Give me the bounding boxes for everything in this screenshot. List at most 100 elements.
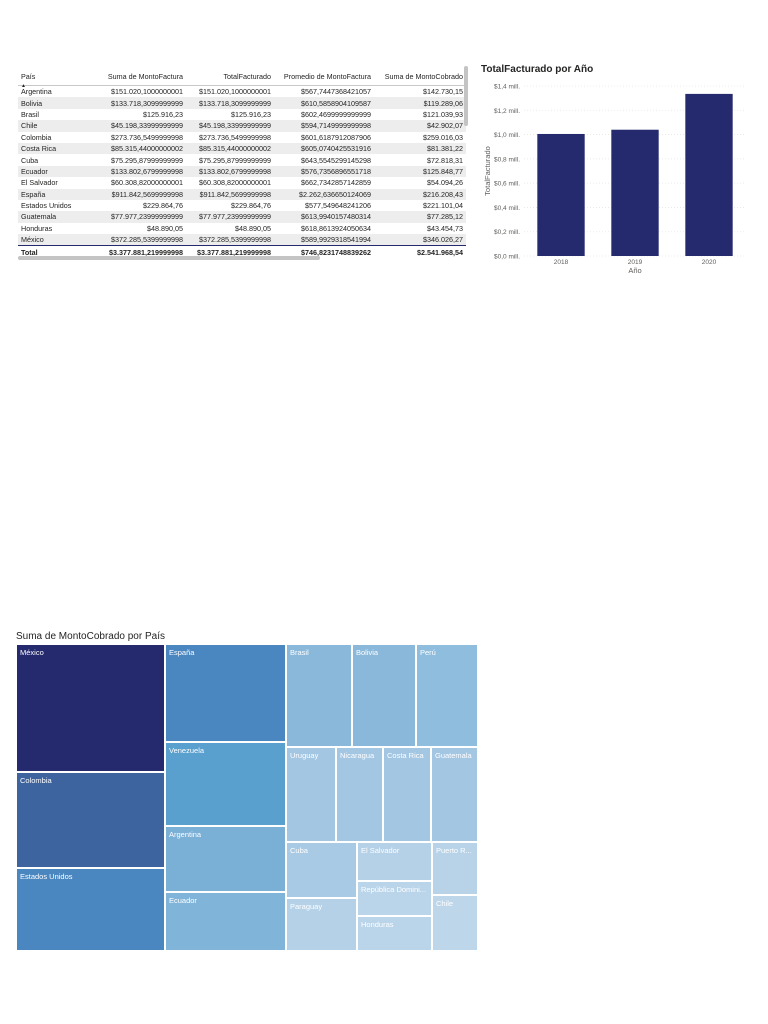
treemap-cell[interactable]: Ecuador (165, 892, 286, 951)
row-value-cell: $125.916,23 (143, 109, 183, 119)
sort-up-icon[interactable]: ▲ (21, 83, 26, 89)
column-header-suma-montocobrado[interactable]: Suma de MontoCobrado (384, 71, 463, 81)
table-row[interactable]: Estados Unidos $229.864,76 $229.864,76 $577… (18, 200, 466, 211)
row-value-cell: $60.308,82000000001 (111, 178, 183, 188)
table-row[interactable]: Chile $45.198,33999999999 $45.198,33999999… (18, 120, 466, 132)
column-header-suma-montofactura[interactable]: Suma de MontoFactura (107, 71, 183, 81)
treemap-cell[interactable]: Puerto R... (432, 842, 478, 895)
total-cell: $3.377.881,219999998 (96, 245, 186, 259)
treemap-title: Suma de MontoCobrado por País (16, 631, 165, 642)
table-row[interactable]: Costa Rica $85.315,44000000002 $85.315,440… (18, 142, 466, 155)
treemap-cell[interactable]: Guatemala (431, 747, 478, 842)
table-row[interactable]: Guatemala $77.977,23999999999 $77.977,2399… (18, 211, 466, 223)
treemap-cell[interactable]: Estados Unidos (16, 868, 165, 951)
row-value-cell: $133.718,3099999999 (96, 97, 186, 109)
row-country-cell: México (18, 234, 96, 246)
row-value-cell: $229.864,76 (231, 201, 271, 211)
treemap-cell[interactable]: Paraguay (286, 898, 357, 951)
table-row[interactable]: Honduras $48.890,05 $48.890,05 $618,8613924… (18, 223, 466, 234)
treemap-cell[interactable]: España (165, 644, 286, 742)
row-value-cell: $221.101,04 (423, 201, 463, 211)
row-value-cell: $911.842,5699999998 (186, 188, 274, 200)
row-value-cell: $75.295,87999999999 (111, 155, 183, 165)
row-value-cell: $259.016,03 (423, 132, 463, 142)
row-value-cell: $589,9929318541994 (274, 234, 374, 246)
column-header-totalfacturado[interactable]: TotalFacturado (223, 71, 271, 81)
total-cell: $746,8231748839262 (274, 245, 374, 259)
row-value-cell: $346.026,27 (374, 234, 466, 246)
row-value-cell: $133.718,3099999999 (186, 97, 274, 109)
row-country-cell: Argentina (21, 87, 52, 97)
row-country-cell: Costa Rica (18, 142, 96, 155)
treemap-cell[interactable]: El Salvador (357, 842, 432, 881)
row-value-cell: $577,549648241206 (305, 201, 371, 211)
treemap-cell[interactable]: Costa Rica (383, 747, 431, 842)
treemap-cell[interactable]: Perú (416, 644, 478, 747)
y-tick-label: $1,2 mill. (494, 108, 520, 115)
row-value-cell: $85.315,44000000002 (96, 142, 186, 155)
table-row[interactable]: Bolivia $133.718,3099999999 $133.718,30999… (18, 97, 466, 109)
column-header-pais[interactable]: País (21, 71, 36, 81)
treemap-cell[interactable]: Bolivia (352, 644, 416, 747)
row-value-cell: $662,7342857142859 (301, 178, 371, 188)
x-tick-label: 2020 (702, 259, 717, 266)
treemap-cell[interactable]: Venezuela (165, 742, 286, 826)
row-country-cell: El Salvador (21, 178, 58, 188)
treemap-cell[interactable]: Uruguay (286, 747, 336, 842)
row-country-cell: Colombia (21, 132, 52, 142)
treemap-cell[interactable]: Brasil (286, 644, 352, 747)
row-value-cell: $911.842,5699999998 (96, 188, 186, 200)
row-value-cell: $81.381,22 (374, 142, 466, 155)
x-axis-label: Año (628, 266, 641, 275)
bar-chart-title: TotalFacturado por Año (481, 64, 594, 75)
table-row[interactable]: Brasil $125.916,23 $125.916,23 $602,4699999… (18, 109, 466, 120)
y-tick-label: $0,2 mill. (494, 229, 520, 236)
row-value-cell: $151.020,1000000001 (199, 87, 271, 97)
row-value-cell: $602,4699999999999 (301, 109, 371, 119)
row-value-cell: $85.315,44000000002 (186, 142, 274, 155)
bar[interactable] (537, 133, 585, 256)
column-header-promedio-montofactura[interactable]: Promedio de MontoFactura (283, 71, 371, 81)
total-cell: $2.541.968,54 (374, 245, 466, 259)
bar[interactable] (611, 129, 659, 256)
treemap-cell[interactable]: México (16, 644, 165, 772)
treemap-visual: Suma de MontoCobrado por País México Colo… (16, 628, 478, 953)
total-label: Total (18, 245, 96, 259)
table-row[interactable]: El Salvador $60.308,82000000001 $60.308,82… (18, 177, 466, 188)
treemap-cell[interactable]: Cuba (286, 842, 357, 898)
row-value-cell: $77.977,23999999999 (186, 211, 274, 223)
treemap-cell[interactable]: Argentina (165, 826, 286, 892)
table-body: Argentina $151.020,1000000001 $151.020,100… (18, 86, 466, 246)
table-row[interactable]: Argentina $151.020,1000000001 $151.020,100… (18, 86, 466, 98)
row-country-cell: Brasil (21, 109, 39, 119)
bar[interactable] (685, 93, 733, 256)
row-value-cell: $43.454,73 (427, 223, 463, 233)
treemap-cell[interactable]: Honduras (357, 916, 432, 951)
y-tick-label: $1,4 mill. (494, 84, 520, 91)
y-tick-label: $0,4 mill. (494, 205, 520, 212)
row-value-cell: $72.818,31 (427, 155, 463, 165)
bar-chart-svg: $0,0 mill. $0,2 mill. $0,4 mill. $0,6 mill.… (483, 84, 746, 275)
row-value-cell: $601,6187912087906 (301, 132, 371, 142)
row-value-cell: $2.262,636650124069 (274, 188, 374, 200)
table-row[interactable]: Colombia $273.736,5499999998 $273.736,5499… (18, 132, 466, 143)
row-value-cell: $125.916,23 (231, 109, 271, 119)
table-row[interactable]: España $911.842,5699999998 $911.842,569999… (18, 188, 466, 200)
table-row[interactable]: Ecuador $133.802,6799999998 $133.802,67999… (18, 165, 466, 178)
row-value-cell: $75.295,87999999999 (199, 155, 271, 165)
treemap-cell[interactable]: República Domini... (357, 881, 432, 916)
treemap-cell[interactable]: Chile (432, 895, 478, 951)
table-row[interactable]: México $372.285,5399999998 $372.285,539999… (18, 234, 466, 246)
row-value-cell: $618,8613924050634 (301, 223, 371, 233)
row-country-cell: Guatemala (18, 211, 96, 223)
vertical-scrollbar[interactable] (464, 66, 468, 126)
treemap-cell[interactable]: Colombia (16, 772, 165, 868)
treemap-cell[interactable]: Nicaragua (336, 747, 383, 842)
table-row[interactable]: Cuba $75.295,87999999999 $75.295,879999999… (18, 154, 466, 165)
row-value-cell: $273.736,5499999998 (199, 132, 271, 142)
y-tick-label: $0,0 mill. (494, 254, 520, 261)
row-value-cell: $48.890,05 (147, 223, 183, 233)
treemap-area: México Colombia Estados Unidos España Venezu… (16, 644, 478, 951)
row-value-cell: $594,7149999999998 (274, 120, 374, 132)
horizontal-scrollbar[interactable] (18, 256, 320, 260)
